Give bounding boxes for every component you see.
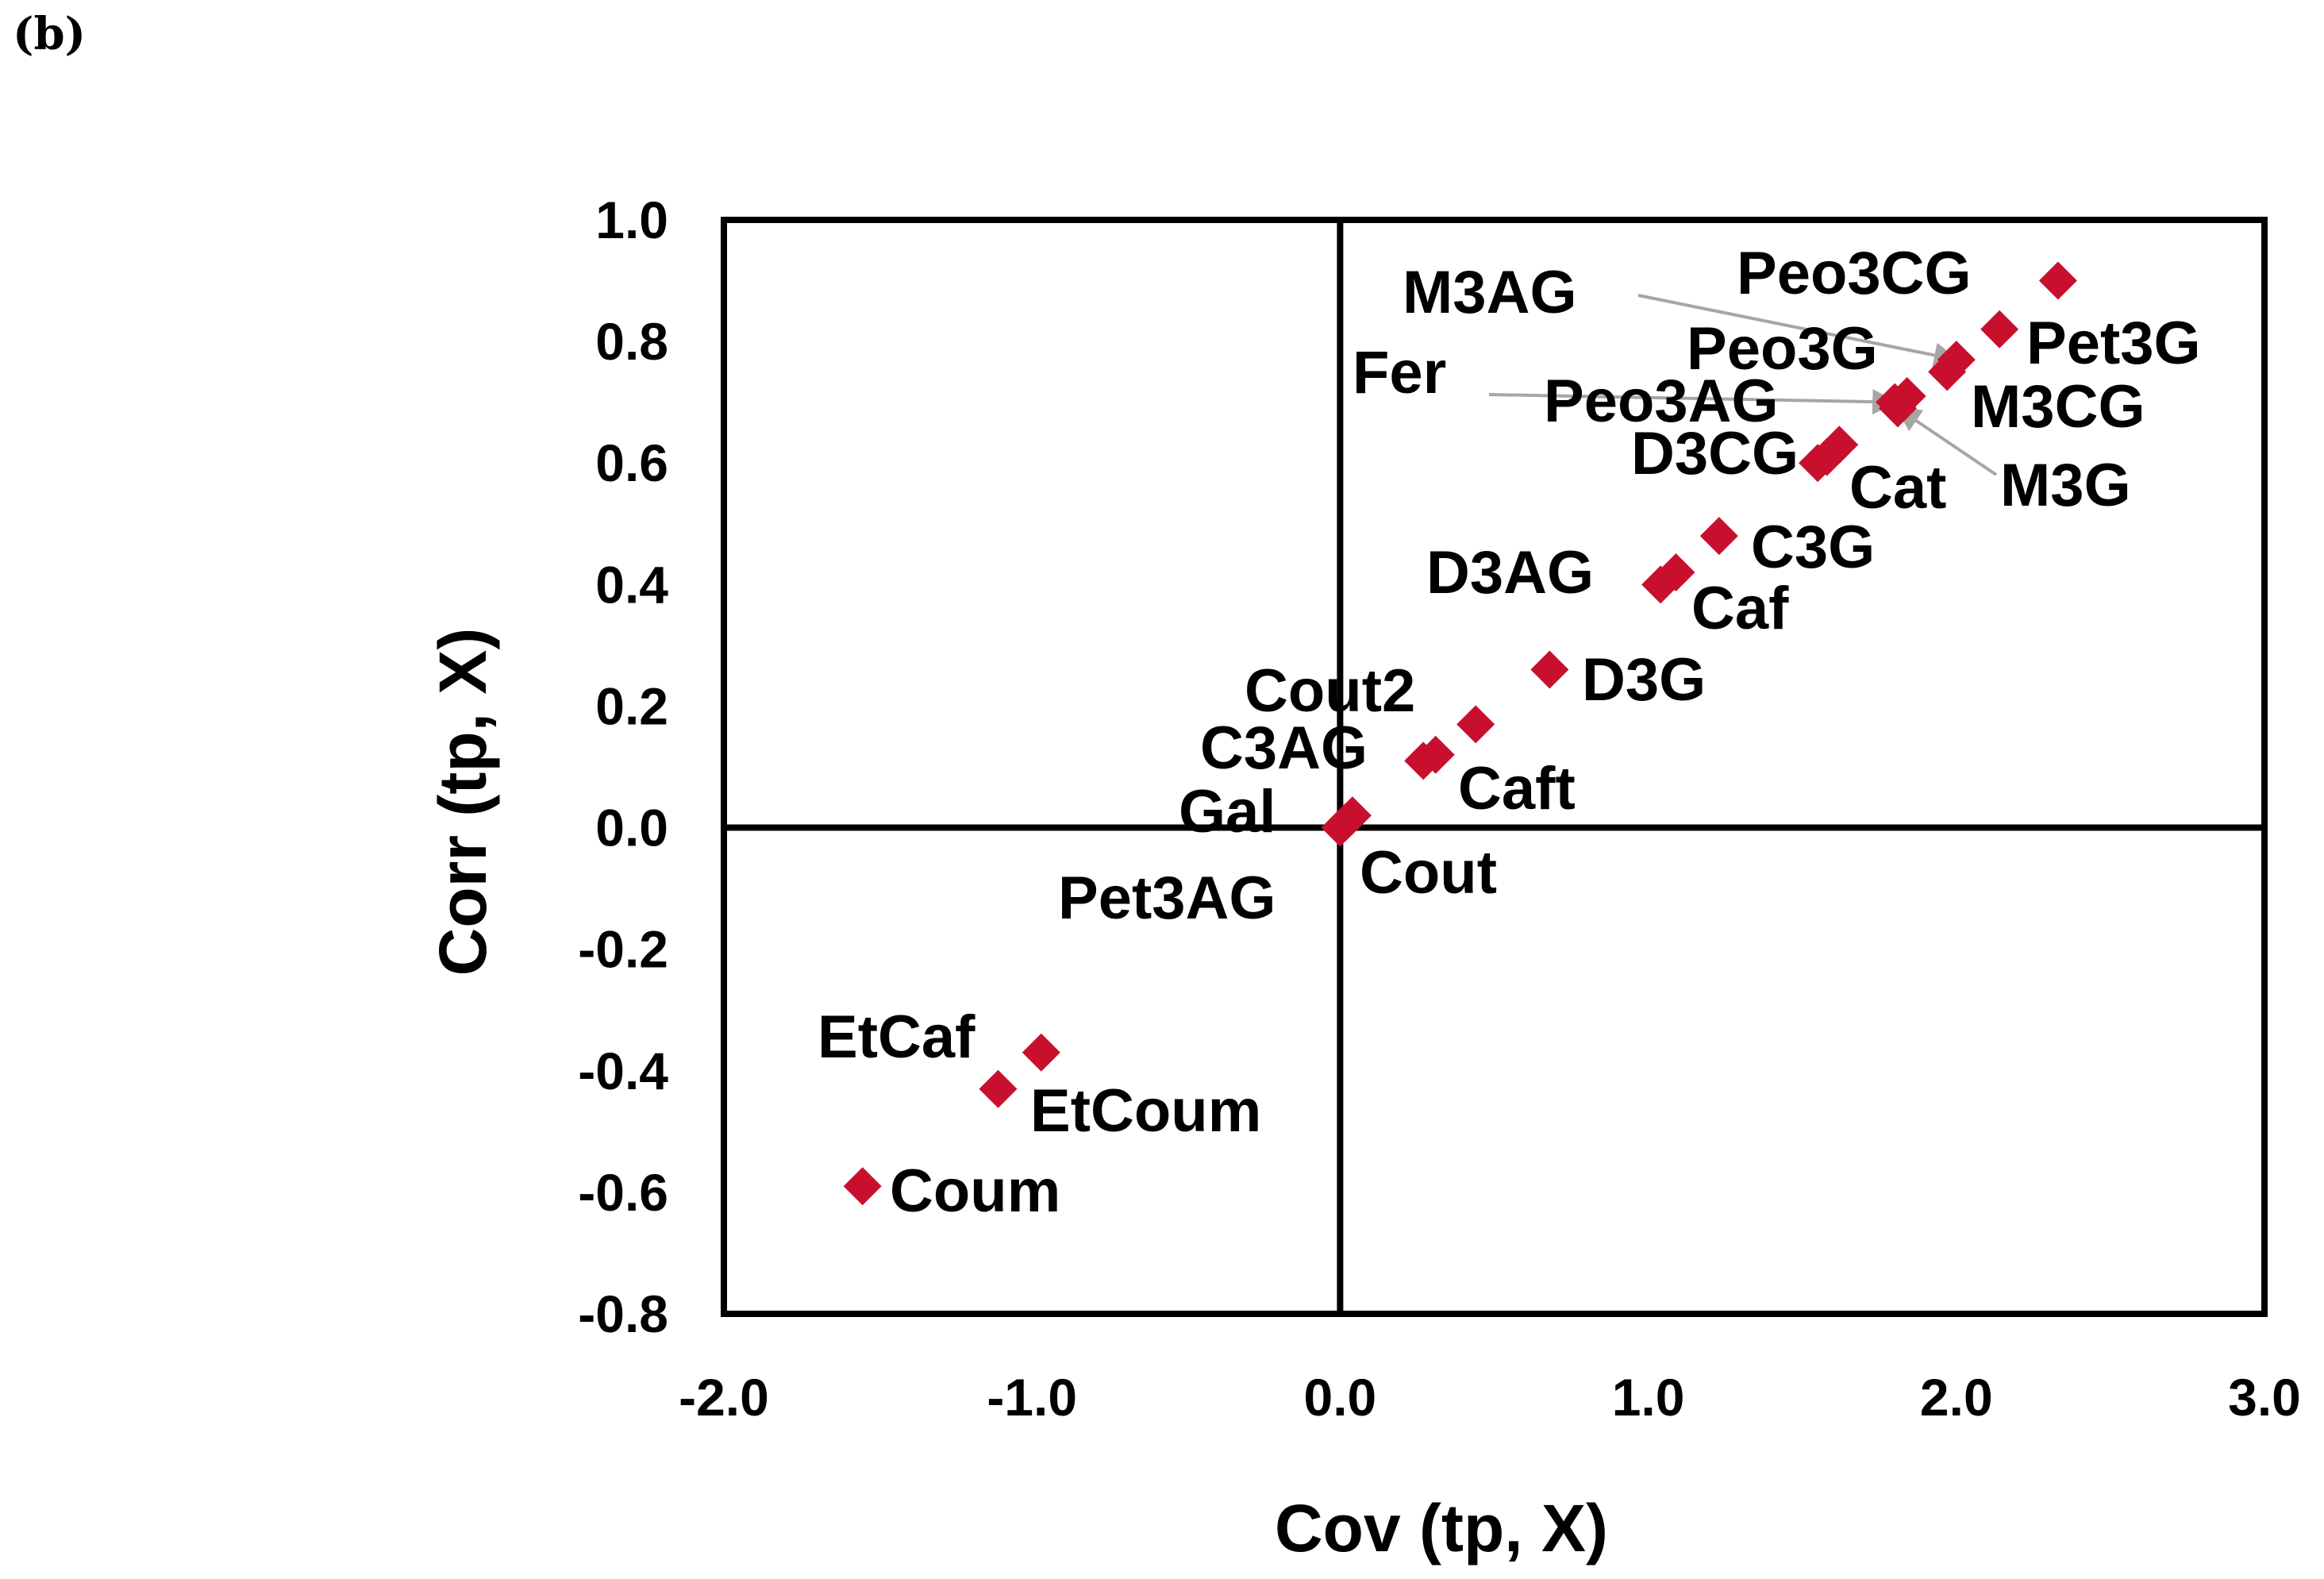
point-fer bbox=[1876, 383, 1914, 422]
tick-labels: -2.0 -1.0 0.0 1.0 2.0 3.0 -0.8 -0.6 -0.4 -0.2 0.0 0… bbox=[578, 191, 2301, 1427]
point-label-m3cg: M3CG bbox=[1971, 373, 2145, 441]
point-label-cat: Cat bbox=[1849, 454, 1946, 522]
plot-frame bbox=[721, 217, 2268, 1317]
point-label-pet3g: Pet3G bbox=[2026, 310, 2201, 377]
point-label-m3g: M3G bbox=[2000, 452, 2131, 519]
point-cat bbox=[1799, 444, 1837, 483]
point-label-d3ag: D3AG bbox=[1426, 539, 1594, 607]
point-label-cout2: Cout2 bbox=[1245, 657, 1415, 725]
point-d3ag bbox=[1641, 565, 1680, 604]
point-etcaf bbox=[1022, 1033, 1060, 1072]
point-label-coum: Coum bbox=[890, 1157, 1060, 1225]
point-cout2 bbox=[1456, 705, 1495, 744]
point-c3ag bbox=[1404, 741, 1443, 780]
leader-line-m3ag bbox=[1637, 294, 1960, 368]
point-label-caft: Caft bbox=[1458, 755, 1576, 822]
leader-lines bbox=[1488, 294, 1998, 476]
y-axis-title: Corr (tp, X) bbox=[425, 628, 500, 976]
point-coum bbox=[843, 1167, 882, 1206]
point-label-caf: Caf bbox=[1691, 575, 1789, 642]
point-label-c3ag: C3AG bbox=[1200, 714, 1368, 782]
axes-layer bbox=[721, 217, 2268, 1317]
x-tick-label: -2.0 bbox=[679, 1368, 769, 1427]
point-label-d3g: D3G bbox=[1582, 646, 1706, 714]
point-label-m3ag: M3AG bbox=[1402, 259, 1577, 326]
x-axis-title: Cov (tp, X) bbox=[1275, 1491, 1608, 1566]
y-tick-label: 0.2 bbox=[595, 676, 668, 735]
point-label-d3cg: D3CG bbox=[1631, 420, 1799, 487]
point-label-etcaf: EtCaf bbox=[818, 1003, 975, 1071]
point-label-peo3g: Peo3G bbox=[1687, 315, 1878, 383]
y-tick-label: 0.4 bbox=[595, 555, 668, 614]
point-c3g bbox=[1699, 517, 1738, 556]
point-pet3ag bbox=[1321, 808, 1360, 847]
point-label-peo3cg: Peo3CG bbox=[1737, 240, 1972, 307]
point-label-peo3ag: Peo3AG bbox=[1544, 368, 1779, 435]
point-pet3g bbox=[1980, 310, 2019, 349]
point-label-cout: Cout bbox=[1360, 839, 1497, 907]
point-labels: Peo3CG Pet3G M3AG Peo3G M3CG M3G Fer Peo3AGD3CG… bbox=[818, 240, 2201, 1225]
point-label-etcoum: EtCoum bbox=[1030, 1077, 1261, 1145]
point-label-fer: Fer bbox=[1352, 339, 1446, 406]
data-points bbox=[843, 261, 2077, 1206]
point-label-gal: Gal bbox=[1179, 778, 1276, 845]
y-tick-label: 0.6 bbox=[595, 433, 668, 492]
y-tick-label: 1.0 bbox=[595, 191, 668, 249]
y-tick-label: -0.6 bbox=[578, 1163, 668, 1222]
y-tick-label: -0.4 bbox=[578, 1042, 668, 1100]
point-label-c3g: C3G bbox=[1751, 514, 1875, 581]
leader-line-m3g bbox=[1895, 406, 1998, 476]
point-peo3cg bbox=[2038, 261, 2077, 300]
point-etcoum bbox=[979, 1069, 1018, 1108]
x-tick-label: 1.0 bbox=[1612, 1368, 1685, 1427]
y-tick-label: -0.2 bbox=[578, 920, 668, 979]
point-d3g bbox=[1530, 650, 1569, 689]
x-tick-label: 0.0 bbox=[1304, 1368, 1377, 1427]
point-peo3g bbox=[1928, 352, 1967, 391]
x-tick-label: 3.0 bbox=[2228, 1368, 2301, 1427]
y-tick-label: -0.8 bbox=[578, 1284, 668, 1343]
y-tick-label: 0.8 bbox=[595, 312, 668, 371]
y-tick-label: 0.0 bbox=[595, 799, 668, 857]
point-label-pet3ag: Pet3AG bbox=[1058, 865, 1276, 932]
x-tick-label: -1.0 bbox=[987, 1368, 1077, 1427]
leader-line-fer bbox=[1488, 389, 1899, 415]
panel-label: (b) bbox=[13, 8, 87, 60]
x-tick-label: 2.0 bbox=[1920, 1368, 1993, 1427]
